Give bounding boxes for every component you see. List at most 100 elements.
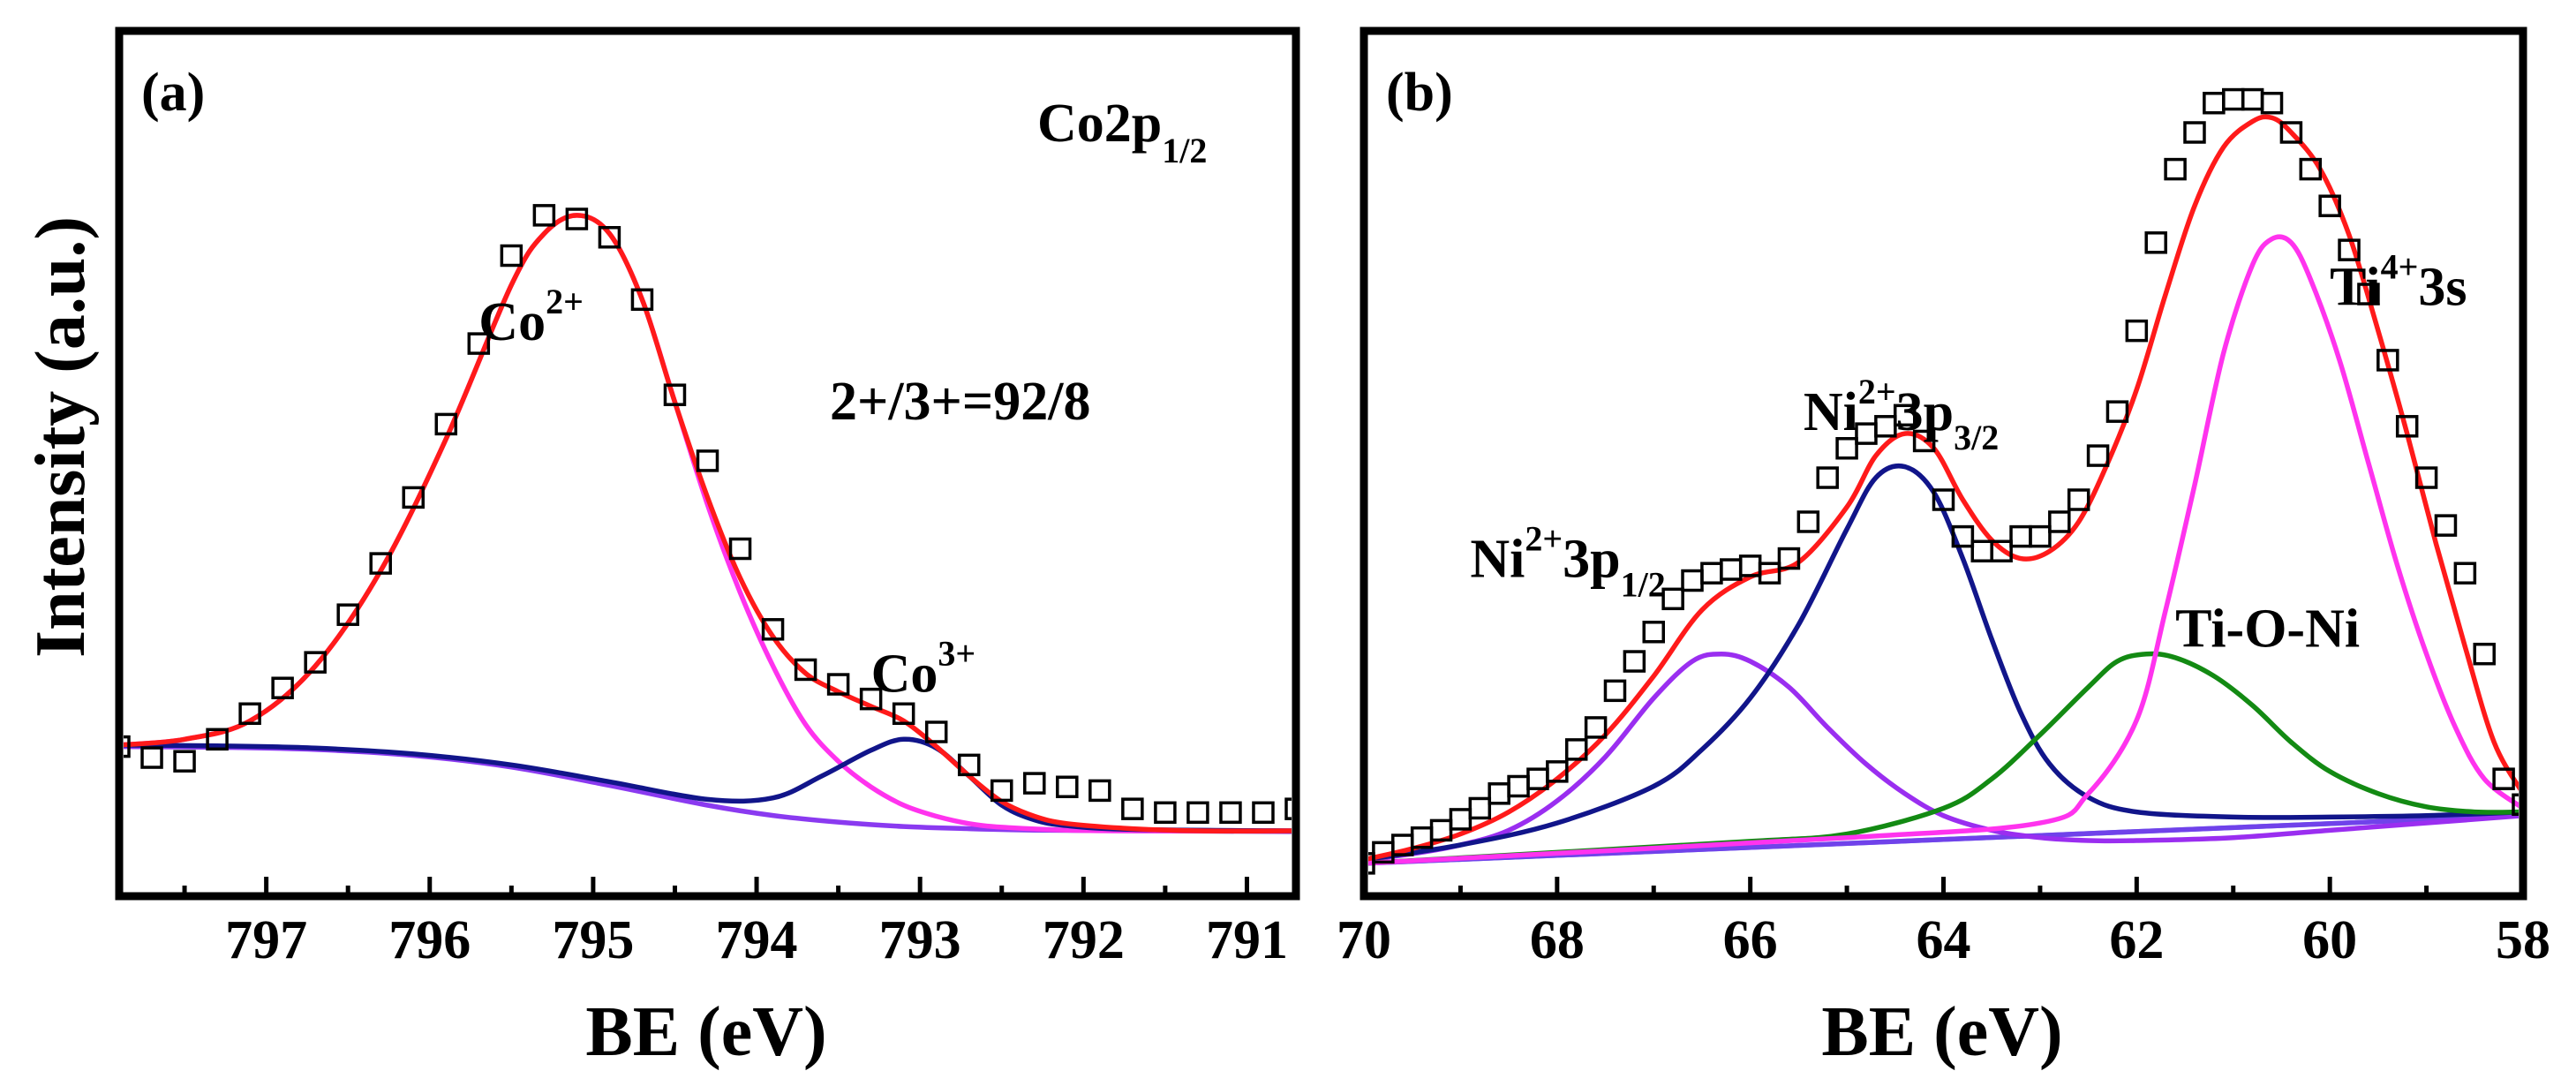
panel-b-annotation: Ti-O-Ni [2175,599,2360,659]
panel-b-data-point [1720,558,1743,581]
panel-b-data-point [1700,562,1723,584]
panel-a-data-point [1056,775,1079,798]
panel-b-data-point [2318,194,2341,217]
panel-a-annotation: Co3+ [871,633,976,704]
panel-b-data-point [1970,539,1994,562]
panel-a-baseline-curve [124,743,1292,834]
panel-a-data-point [500,244,523,268]
panel-b-xtick-label: 64 [1917,910,1971,970]
panel-b-data-point [1507,774,1530,798]
panel-b-data-point [1893,403,1917,427]
panel-b-data-point [2029,524,2052,548]
y-axis-label: Intensity (a.u.) [22,216,100,658]
panel-b-data-point [1855,422,1878,445]
panel-b-data-point [2164,157,2187,181]
panel-b-data-point [1796,510,1820,533]
panel-a-data-point [304,651,327,674]
panel-b-component-curve-ni2-3p1-2 [1368,651,2519,862]
panel-a-co2p: 797 796 795 794 793 792 791 (a) Co2p1/2 2+/3+=… [115,26,1300,1071]
panel-b-data-point [2357,283,2380,305]
panel-a-data-point [990,779,1013,803]
panel-b-ni3p-ti3s: 70 68 66 64 62 60 58 (b) BE (eV) Ni2+3p1/2 Ni2+… [1337,26,2550,1071]
panel-a-xlabel: BE (eV) [585,993,826,1071]
panel-a-data-point [728,537,752,561]
panel-b-data-point [1642,621,1665,644]
panel-b-data-point [1835,437,1858,460]
panel-b-data-point [2067,488,2090,511]
panel-b-data-point [2473,642,2496,666]
panel-a-xtick-label: 793 [879,910,961,970]
panel-b-data-point [2453,562,2477,584]
panel-b-data-point [2144,231,2167,254]
panel-a-xtick-label: 796 [388,910,471,970]
panel-b-annotation: Ti4+3s [2330,247,2467,318]
panel-b-data-point [1546,760,1569,783]
panel-b-data-point [2241,87,2264,111]
panel-b-label: (b) [1386,63,1453,123]
panel-b-data-point [2279,121,2303,144]
panel-a-data-point [598,226,621,249]
panel-a-annotation: Co2+ [478,282,584,352]
panel-a-data-point [1252,801,1275,825]
panel-b-data-point [2222,87,2245,111]
panel-b-data-point [2338,238,2361,261]
panel-a-data-point [467,332,491,355]
panel-a-component-curve-co3 [124,736,1292,833]
panel-b-data-point [1661,587,1684,611]
panel-a-data-point [565,207,589,230]
panel-b-data-point [1758,562,1781,584]
panel-b-data-point [2048,510,2071,533]
panel-a-data-point [794,658,817,682]
panel-b-data-point [2434,514,2458,537]
panel-b-data-point [1990,539,2013,562]
panel-a-data-point [1023,772,1046,795]
panel-b-data-point [2203,91,2226,115]
panel-a-data-point [1186,801,1209,825]
panel-b-data-point [1681,569,1704,592]
panel-b-xtick-label: 62 [2109,910,2164,970]
panel-b-data-layer [1368,87,2519,875]
panel-a-data-point [1284,797,1292,820]
panel-b-data-point [1816,466,1839,489]
panel-a-title-sub: 1/2 [1162,131,1207,170]
panel-b-data-point [2414,466,2438,489]
panel-b-data-point [1584,716,1608,739]
panel-b-data-point [2299,157,2323,181]
panel-b-data-point [2105,400,2129,423]
panel-b-xtick-label: 68 [1530,910,1585,970]
panel-a-xtick-label: 795 [552,910,634,970]
panel-a-data-point [206,728,229,751]
panel-b-data-point [2376,349,2399,372]
panel-a-ticks: 797 796 795 794 793 792 791 [182,877,1288,970]
panel-a-data-point [663,383,687,406]
panel-a-data-point [1121,797,1144,820]
panel-a-data-layer [124,204,1292,834]
panel-a-data-point [336,603,359,626]
panel-b-data-point [2492,767,2515,790]
panel-a-data-point [124,735,131,758]
panel-b-data-point [1468,796,1492,820]
panel-a-data-point [1154,801,1177,825]
panel-a-data-point [532,204,556,227]
panel-a-title-main: Co2p [1037,94,1162,154]
panel-b-data-point [2183,121,2206,144]
panel-a-component-curve-co2 [124,213,1292,833]
panel-b-data-point [2086,444,2110,467]
panel-a-data-point [957,753,981,777]
panel-b-data-point [1951,524,1975,548]
panel-a-data-point [369,552,392,575]
panel-b-xtick-label: 58 [2496,910,2550,970]
panel-b-data-point [1932,488,1955,511]
panel-a-ratio-text: 2+/3+=92/8 [830,372,1090,432]
panel-b-xtick-label: 66 [1723,910,1778,970]
panel-a-data-point [630,288,654,312]
panel-a-fit-curve [124,213,1292,833]
panel-b-data-point [1488,782,1510,805]
panel-b-data-markers [1368,87,2519,875]
panel-a-data-point [924,720,948,743]
panel-b-xtick-label: 70 [1337,910,1391,970]
panel-b-data-point [2009,524,2032,548]
panel-a-data-point [173,750,196,773]
panel-b-data-point [1564,738,1588,761]
